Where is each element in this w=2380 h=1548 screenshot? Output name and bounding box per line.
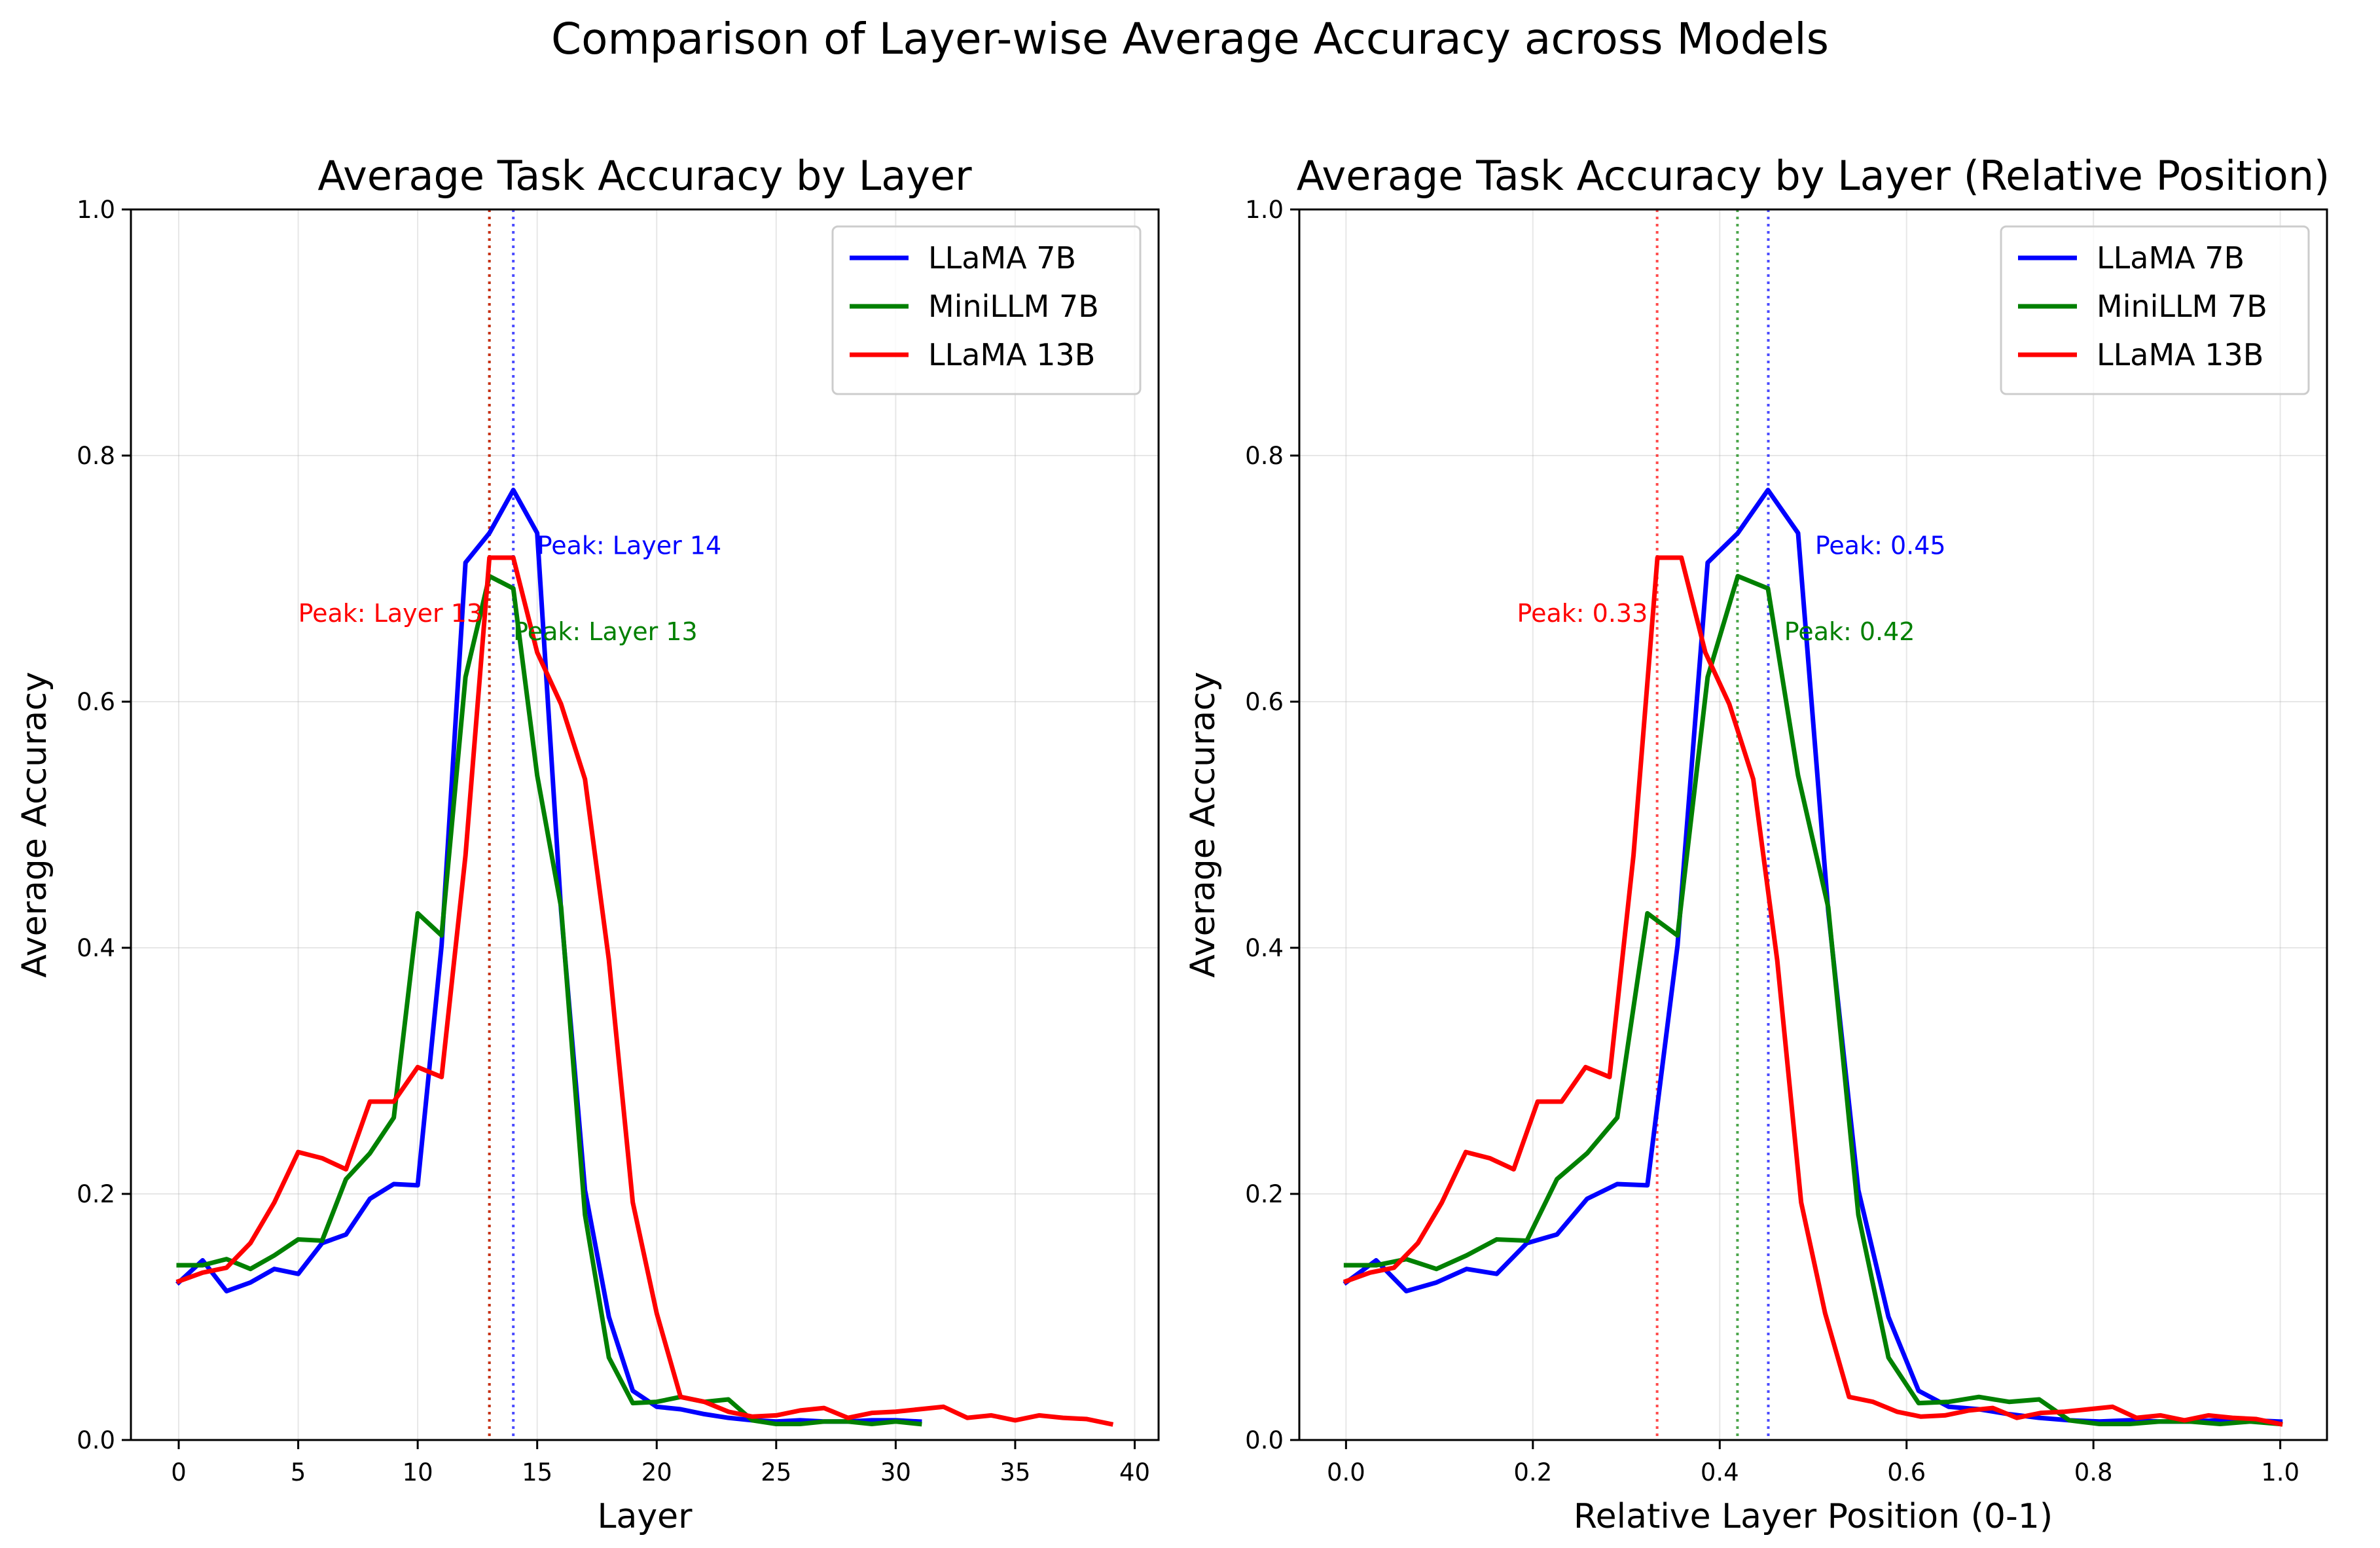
- peak-annotation: Peak: 0.45: [1815, 531, 1946, 560]
- series-line: [176, 573, 922, 1427]
- annotations: Peak: 0.45 Peak: 0.42 Peak: 0.33: [1517, 531, 1946, 646]
- x-tick-label: 30: [880, 1458, 911, 1486]
- y-ticks: 0.0 0.2 0.4 0.6 0.8 1.0: [1245, 196, 1299, 1454]
- axes-frame: [1298, 208, 2328, 1441]
- y-tick-label: 0.6: [1245, 688, 1284, 716]
- peak-annotation: Peak: Layer 13: [298, 599, 483, 628]
- left-panel-layer-accuracy: Peak: Layer 14 Peak: Layer 13 Peak: Layer …: [15, 152, 1160, 1536]
- x-tick-label: 0.2: [1513, 1458, 1552, 1486]
- annotations: Peak: Layer 14 Peak: Layer 13 Peak: Layer …: [298, 531, 722, 646]
- x-tick-label: 0.4: [1701, 1458, 1739, 1486]
- x-axis-label: Layer: [598, 1497, 693, 1536]
- legend: LLaMA 7B MiniLLM 7B LLaMA 13B: [831, 225, 1142, 395]
- y-tick-label: 0.0: [1245, 1426, 1284, 1454]
- x-tick-label: 0.8: [2074, 1458, 2113, 1486]
- x-tick-label: 0.0: [1327, 1458, 1365, 1486]
- peak-annotation: Peak: 0.33: [1517, 599, 1648, 628]
- legend-entry: MiniLLM 7B: [2097, 289, 2267, 324]
- series-line: [1343, 573, 2283, 1427]
- axes-frame: [130, 208, 1160, 1441]
- axes-title: Average Task Accuracy by Layer (Relative…: [1297, 152, 2330, 200]
- y-tick-label: 0.4: [1245, 934, 1284, 962]
- x-ticks: 0.0 0.2 0.4 0.6 0.8 1.0: [1327, 1440, 2299, 1486]
- x-tick-label: 1.0: [2261, 1458, 2299, 1486]
- series-line: [175, 555, 1114, 1427]
- y-tick-label: 0.6: [77, 688, 115, 716]
- y-ticks: 0.0 0.2 0.4 0.6 0.8 1.0: [77, 196, 131, 1454]
- x-axis-label: Relative Layer Position (0-1): [1574, 1497, 2053, 1536]
- series-lines: [175, 488, 1114, 1427]
- peak-annotation: Peak: 0.42: [1784, 617, 1915, 646]
- y-tick-label: 1.0: [77, 196, 115, 224]
- figure-suptitle: Comparison of Layer-wise Average Accurac…: [551, 14, 1829, 64]
- y-tick-label: 0.4: [77, 934, 115, 962]
- x-tick-label: 0.6: [1887, 1458, 1926, 1486]
- x-tick-label: 35: [1000, 1458, 1030, 1486]
- y-tick-label: 0.2: [77, 1180, 115, 1208]
- legend-entry: LLaMA 7B: [928, 240, 1076, 276]
- series-line: [175, 488, 922, 1424]
- series-line: [1343, 555, 2283, 1427]
- legend-entry: LLaMA 7B: [2097, 240, 2245, 276]
- y-tick-label: 0.0: [77, 1426, 115, 1454]
- y-tick-label: 0.2: [1245, 1180, 1284, 1208]
- axes-title: Average Task Accuracy by Layer: [317, 152, 972, 200]
- legend-entry: LLaMA 13B: [928, 337, 1095, 372]
- y-tick-label: 0.8: [1245, 442, 1284, 470]
- legend-box: [831, 225, 1142, 395]
- legend-entry: MiniLLM 7B: [928, 289, 1099, 324]
- x-tick-label: 25: [761, 1458, 791, 1486]
- x-tick-label: 5: [291, 1458, 306, 1486]
- peak-annotation: Peak: Layer 13: [513, 617, 698, 646]
- x-tick-label: 15: [522, 1458, 552, 1486]
- legend-entry: LLaMA 13B: [2097, 337, 2263, 372]
- peak-annotation: Peak: Layer 14: [537, 531, 722, 560]
- y-axis-label: Average Accuracy: [15, 672, 54, 977]
- y-tick-label: 0.8: [77, 442, 115, 470]
- legend: LLaMA 7B MiniLLM 7B LLaMA 13B: [2000, 225, 2310, 395]
- x-tick-label: 40: [1119, 1458, 1150, 1486]
- series-lines: [1343, 488, 2283, 1427]
- y-axis-label: Average Accuracy: [1183, 672, 1223, 977]
- legend-box: [2000, 225, 2310, 395]
- series-line: [1343, 488, 2283, 1424]
- x-ticks: 0 5 10 15 20 25 30 35 40: [171, 1440, 1150, 1486]
- x-tick-label: 10: [403, 1458, 433, 1486]
- x-tick-label: 20: [641, 1458, 672, 1486]
- x-tick-label: 0: [171, 1458, 187, 1486]
- y-tick-label: 1.0: [1245, 196, 1284, 224]
